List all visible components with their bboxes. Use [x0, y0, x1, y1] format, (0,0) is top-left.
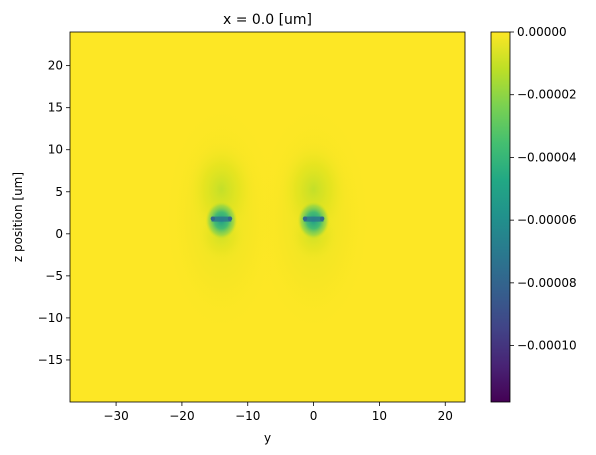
y-tick-label: 20 — [48, 59, 63, 73]
heatmap-area — [70, 32, 465, 402]
colorbar-tick-label: −0.00008 — [517, 276, 577, 290]
y-tick-label: 0 — [55, 227, 63, 241]
x-axis-label: y — [264, 431, 271, 445]
plot-frame — [69, 31, 466, 403]
colorbar-tick-label: −0.00002 — [517, 88, 577, 102]
y-tick-label: 5 — [55, 185, 63, 199]
y-axis: −15 −10 −5 0 5 10 15 20 — [38, 59, 70, 367]
y-tick-label: −5 — [45, 269, 63, 283]
chart-title: x = 0.0 [um] — [223, 12, 312, 28]
colorbar-tick-label: −0.00004 — [517, 150, 577, 164]
field-feature-2 — [254, 100, 373, 337]
x-tick-label: 20 — [438, 409, 453, 423]
colorbar-tick-label: −0.00010 — [517, 339, 577, 353]
x-axis: −30 −20 −10 0 10 20 — [103, 402, 453, 423]
colorbar-tick-label: 0.00000 — [517, 25, 567, 39]
x-tick-label: −30 — [103, 409, 128, 423]
y-tick-label: −10 — [38, 311, 63, 325]
y-tick-label: 10 — [48, 143, 63, 157]
x-tick-label: 10 — [372, 409, 387, 423]
x-tick-label: −10 — [235, 409, 260, 423]
y-tick-label: 15 — [48, 101, 63, 115]
colorbar-tick-label: −0.00006 — [517, 213, 577, 227]
x-tick-label: −20 — [169, 409, 194, 423]
colorbar — [490, 31, 511, 403]
x-tick-label: 0 — [310, 409, 318, 423]
colorbar-axis: 0.00000 −0.00002 −0.00004 −0.00006 −0.00008 −… — [510, 25, 577, 353]
field-feature-1 — [162, 100, 281, 337]
y-tick-label: −15 — [38, 353, 63, 367]
y-axis-label: z position [um] — [11, 172, 25, 262]
